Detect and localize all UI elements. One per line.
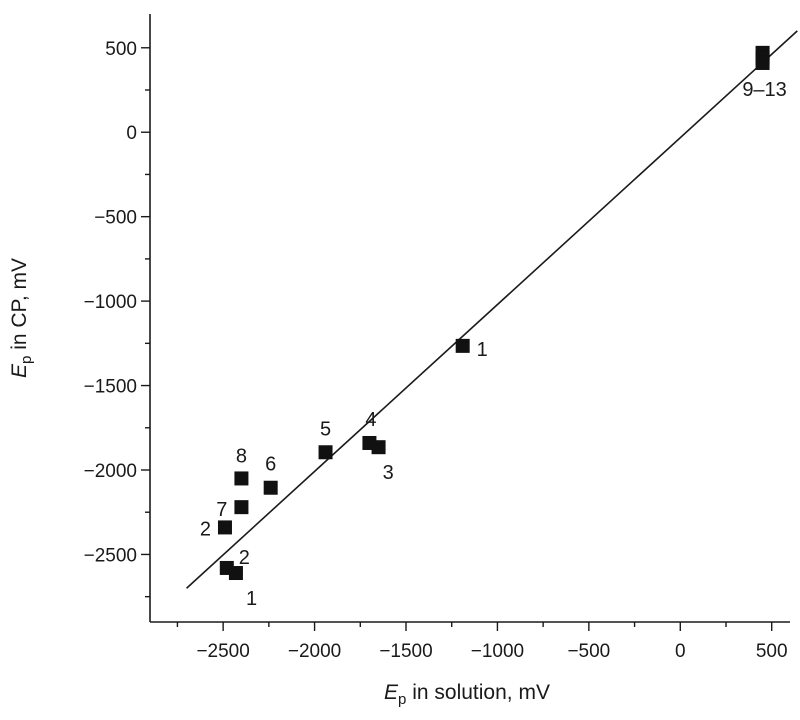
point-label: 4 [365, 409, 376, 431]
point-label: 5 [320, 418, 331, 440]
data-point [263, 480, 278, 495]
data-point [234, 471, 249, 486]
x-axis-title: Ep in solution, mV [384, 681, 550, 708]
data-point [228, 566, 243, 581]
x-tick-label: −1000 [471, 641, 524, 662]
x-tick-label: 0 [675, 641, 686, 662]
point-label: 6 [265, 454, 276, 476]
y-tick-label: −500 [94, 208, 137, 229]
y-tick-label: 500 [105, 39, 137, 60]
point-label: 3 [383, 462, 394, 484]
data-points [217, 45, 770, 581]
data-point [217, 520, 232, 535]
fit-line [186, 30, 798, 589]
x-tick-label: −500 [567, 641, 610, 662]
point-label: 2 [239, 547, 250, 569]
x-axis-title-text: in solution, mV [406, 681, 550, 704]
data-point [371, 440, 386, 455]
y-tick-label: 0 [126, 123, 137, 144]
data-point [318, 445, 333, 460]
axes: −2500 −2000 −1500 −1000 −500 0 500 −2500 −2000 −1… [84, 14, 790, 662]
y-axis-title-subscript: p [18, 356, 35, 364]
x-tick-label: −2500 [196, 641, 249, 662]
x-axis-title-subscript: p [398, 691, 406, 708]
y-axis-title-symbol: E [8, 363, 31, 378]
y-axis-title-text: in CP, mV [8, 258, 31, 356]
y-tick-label: −1500 [84, 377, 137, 398]
data-point [234, 500, 249, 515]
x-tick-label: 500 [756, 641, 788, 662]
y-tick-label: −2000 [84, 461, 137, 482]
point-label: 8 [236, 445, 247, 467]
point-label: 1 [477, 339, 488, 361]
y-tick-label: −2500 [84, 545, 137, 566]
point-label: 7 [216, 499, 227, 521]
data-point [455, 338, 470, 353]
x-tick-label: −2000 [288, 641, 341, 662]
fit-line-group [186, 30, 798, 589]
point-label: 2 [200, 518, 211, 540]
y-axis-title: Ep in CP, mV [8, 258, 35, 378]
data-point [755, 55, 770, 70]
x-tick-label: −1500 [379, 641, 432, 662]
point-label: 9–13 [742, 79, 787, 101]
y-tick-label: −1000 [84, 292, 137, 313]
x-axis-title-symbol: E [384, 681, 399, 704]
point-label: 1 [246, 588, 257, 610]
